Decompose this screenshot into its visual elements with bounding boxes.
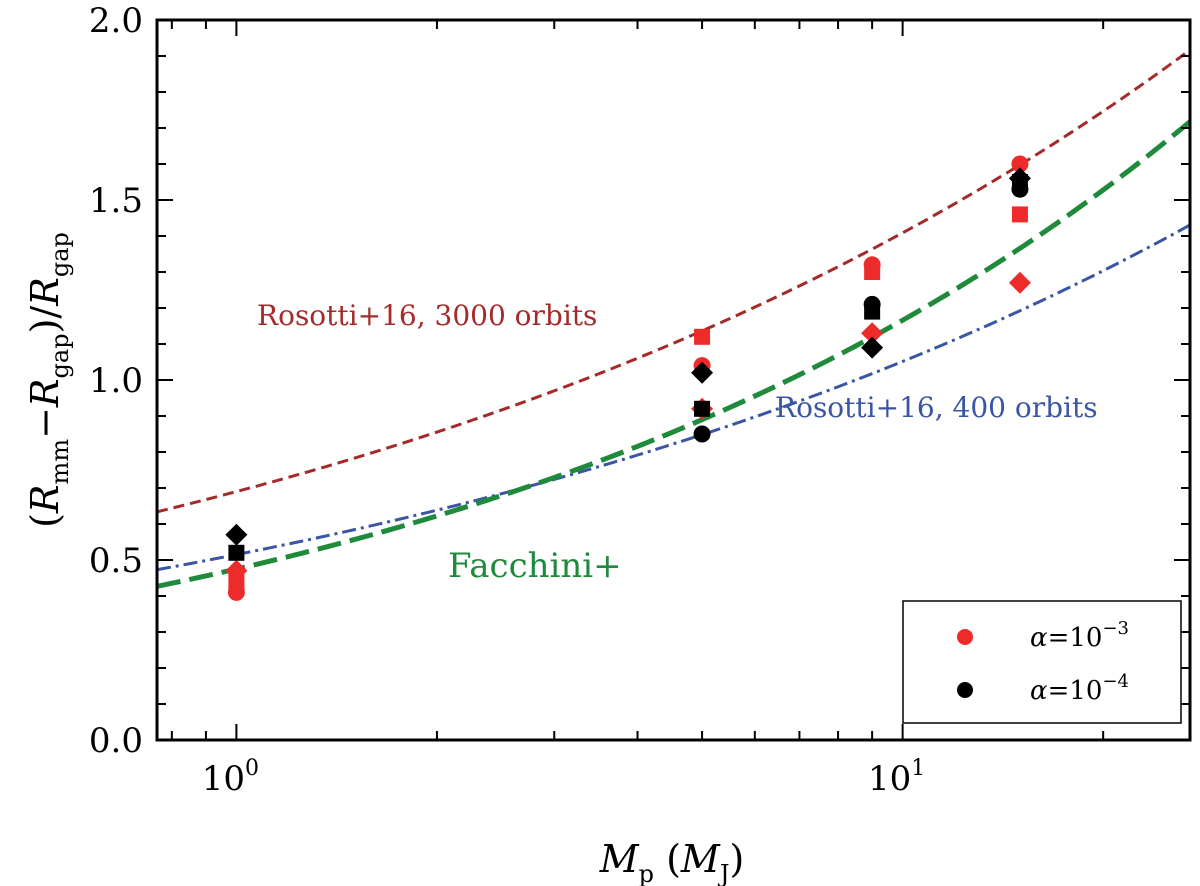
x-tick-label: 101: [868, 756, 925, 799]
curve-label-facchini: Facchini+: [448, 546, 622, 586]
legend: α=10−3 α=10−4: [902, 600, 1182, 724]
data-point-alpha-1e-4-square: [1011, 174, 1028, 190]
y-tick-label: 1.0: [89, 361, 143, 401]
data-point-alpha-1e-3-diamond: [1008, 271, 1031, 294]
data-point-alpha-1e-4-square: [864, 303, 881, 320]
y-tick-label: 0.0: [89, 721, 143, 761]
y-axis-title: (Rmm−Rgap)/Rgap: [23, 232, 74, 528]
y-tick-label: 2.0: [89, 1, 143, 41]
x-tick-labels: 100 101: [202, 756, 925, 799]
data-point-alpha-1e-4-circle: [693, 425, 711, 443]
data-point-alpha-1e-4-square: [694, 400, 711, 417]
y-tick-label: 1.5: [89, 181, 143, 221]
data-point-alpha-1e-3-diamond: [225, 559, 248, 582]
legend-marker-alpha-1e-4: [957, 682, 973, 698]
curve-label-3000-orbits: Rosotti+16, 3000 orbits: [257, 299, 597, 332]
data-point-alpha-1e-3-diamond: [861, 322, 884, 345]
x-axis-title: Mp (MJ): [599, 837, 745, 886]
model-curves: [157, 48, 1190, 589]
data-point-alpha-1e-3-square: [864, 264, 881, 280]
y-tick-labels: 0.0 0.5 1.0 1.5 2.0: [89, 1, 143, 761]
data-points: [225, 155, 1031, 601]
y-tick-label: 0.5: [89, 541, 143, 581]
legend-marker-alpha-1e-3: [957, 629, 973, 645]
data-point-alpha-1e-3-circle: [1011, 155, 1029, 173]
x-tick-label: 100: [202, 756, 259, 799]
curve-facchini: [157, 119, 1190, 589]
curve-rosotti-400: [157, 223, 1190, 572]
curve-label-400-orbits: Rosotti+16, 400 orbits: [775, 391, 1098, 424]
plot-frame: [155, 18, 1192, 742]
data-point-alpha-1e-3-square: [694, 328, 711, 345]
data-point-alpha-1e-4-square: [228, 544, 245, 561]
data-point-alpha-1e-4-diamond: [861, 336, 884, 359]
curve-rosotti-3000: [157, 48, 1190, 514]
data-point-alpha-1e-4-diamond: [225, 523, 248, 546]
data-point-alpha-1e-3-square: [1011, 206, 1028, 223]
data-point-alpha-1e-4-diamond: [691, 361, 714, 384]
legend-label-alpha-1e-3: α=10−3: [1030, 618, 1129, 653]
legend-box: [902, 600, 1182, 724]
